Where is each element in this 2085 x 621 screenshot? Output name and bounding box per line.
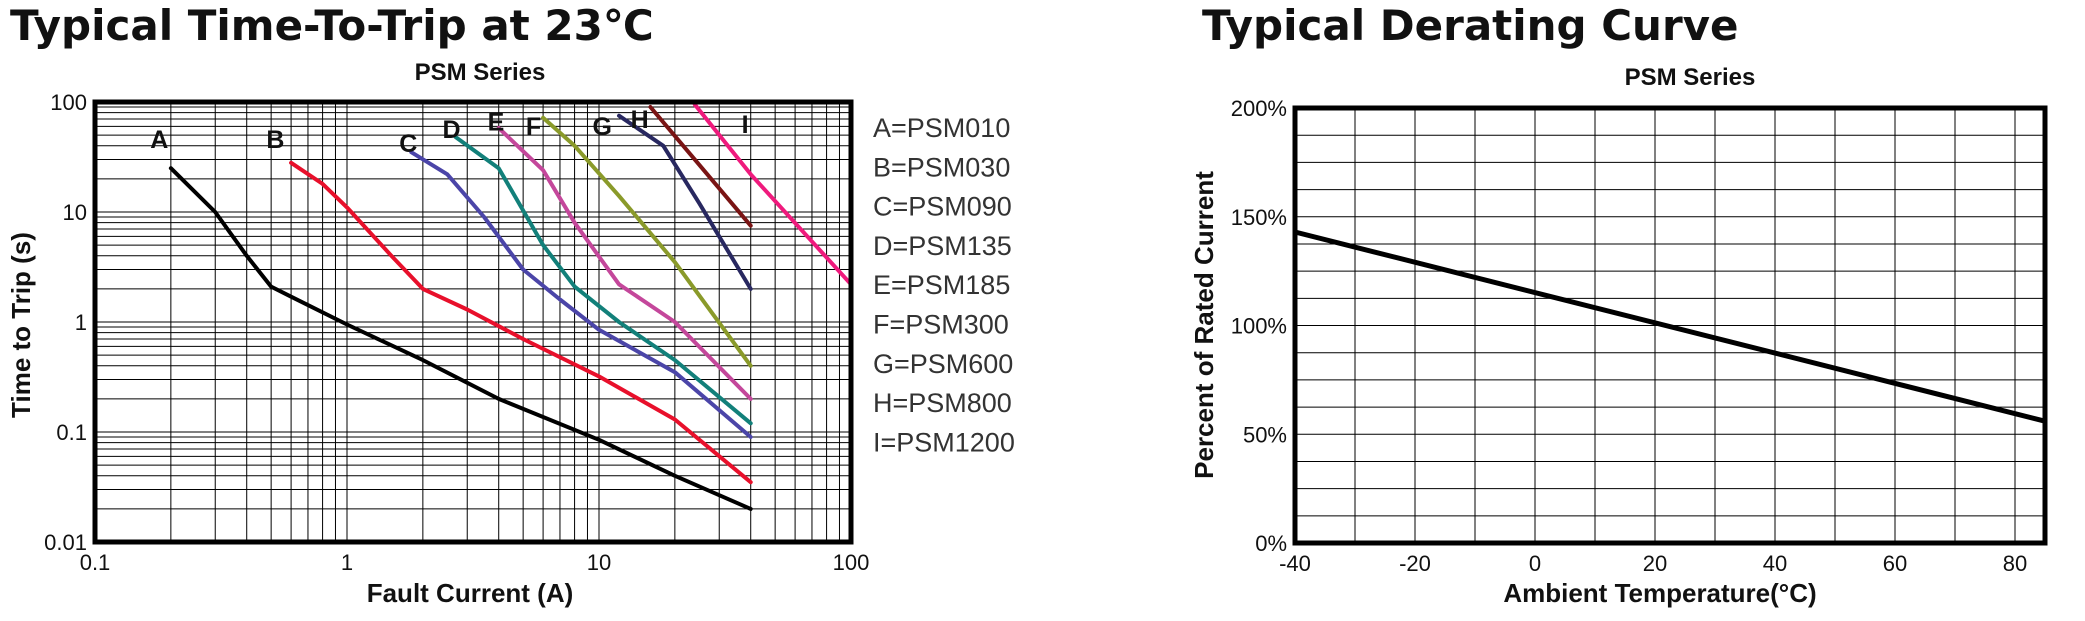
trip-y-tick-label: 100 [50, 90, 87, 115]
trip-series-line-e [496, 126, 753, 401]
trip-x-tick-label: 0.1 [80, 550, 111, 575]
trip-y-tick-label: 0.01 [44, 530, 87, 555]
trip-legend-entry: B=PSM030 [873, 152, 1010, 182]
trip-series-label-g: G [593, 113, 612, 141]
derating-y-tick-label: 150% [1231, 205, 1287, 230]
derating-series-line [1294, 229, 2046, 424]
derating-x-tick-label: 40 [1763, 551, 1787, 576]
trip-chart-x-axis-label: Fault Current (A) [367, 578, 574, 608]
derating-chart-frame [1292, 105, 2048, 546]
derating-chart-subtitle: PSM Series [1625, 64, 1756, 91]
derating-x-tick-label: 60 [1883, 551, 1907, 576]
trip-legend-entry: D=PSM135 [873, 231, 1012, 261]
trip-legend-entry: C=PSM090 [873, 192, 1012, 222]
trip-series-line-b [289, 160, 753, 485]
trip-chart-frame [92, 99, 854, 545]
trip-series-label-e: E [488, 109, 505, 137]
trip-chart-legend: A=PSM010 B=PSM030 C=PSM090 D=PSM135 E=PSM185… [873, 113, 1015, 457]
derating-x-tick-label: -20 [1399, 551, 1431, 576]
trip-series-line-i [692, 102, 853, 287]
trip-series-label-i: I [742, 111, 749, 139]
derating-x-tick-label: 80 [2003, 551, 2027, 576]
derating-x-tick-label: -40 [1279, 551, 1311, 576]
trip-x-tick-label: 10 [587, 550, 611, 575]
trip-series-line-g [617, 113, 753, 291]
trip-series-label-d: D [443, 116, 461, 144]
trip-chart-title: Typical Time-To-Trip at 23℃ [10, 1, 654, 50]
trip-series-label-h: H [631, 106, 649, 134]
trip-chart-y-axis-label: Time to Trip (s) [6, 232, 36, 418]
derating-x-tick-label: 20 [1643, 551, 1667, 576]
trip-series-line-f [541, 115, 753, 368]
derating-y-tick-label: 0% [1255, 531, 1287, 556]
trip-series-label-f: F [526, 113, 541, 141]
trip-x-tick-label: 1 [341, 550, 353, 575]
derating-chart-x-axis-label: Ambient Temperature(°C) [1503, 578, 1816, 608]
derating-chart-tick-labels: -40 -20 0 20 40 60 80 0% 50% 100% 150% 200% [1231, 96, 2028, 576]
trip-chart-subtitle: PSM Series [415, 59, 546, 86]
derating-y-tick-label: 200% [1231, 96, 1287, 121]
derating-chart-series-group [1294, 229, 2046, 424]
derating-chart-title: Typical Derating Curve [1202, 1, 1739, 50]
trip-chart-series-group: A B CD E F G H I [150, 102, 853, 511]
trip-legend-entry: E=PSM185 [873, 270, 1010, 300]
trip-series-label-c: C [399, 130, 417, 158]
trip-legend-entry: G=PSM600 [873, 349, 1013, 379]
derating-chart-y-axis-label: Percent of Rated Current [1189, 171, 1219, 479]
derating-y-tick-label: 50% [1243, 422, 1287, 447]
trip-series-line-c [409, 150, 753, 439]
trip-legend-entry: I=PSM1200 [873, 427, 1015, 457]
trip-series-line-a [168, 166, 753, 511]
derating-chart-grid [1295, 108, 2045, 543]
trip-series-line-d [453, 135, 753, 426]
trip-y-tick-label: 10 [63, 200, 87, 225]
trip-series-line-h [648, 105, 753, 228]
trip-legend-entry: H=PSM800 [873, 388, 1012, 418]
trip-legend-entry: A=PSM010 [873, 113, 1010, 143]
trip-legend-entry: F=PSM300 [873, 310, 1009, 340]
trip-chart-grid [94, 102, 851, 543]
trip-y-tick-label: 0.1 [56, 420, 87, 445]
trip-series-label-a: A [150, 126, 168, 154]
derating-y-tick-label: 100% [1231, 314, 1287, 339]
trip-y-tick-label: 1 [75, 310, 87, 335]
derating-x-tick-label: 0 [1529, 551, 1541, 576]
trip-x-tick-label: 100 [833, 550, 870, 575]
trip-series-label-b: B [266, 126, 284, 154]
